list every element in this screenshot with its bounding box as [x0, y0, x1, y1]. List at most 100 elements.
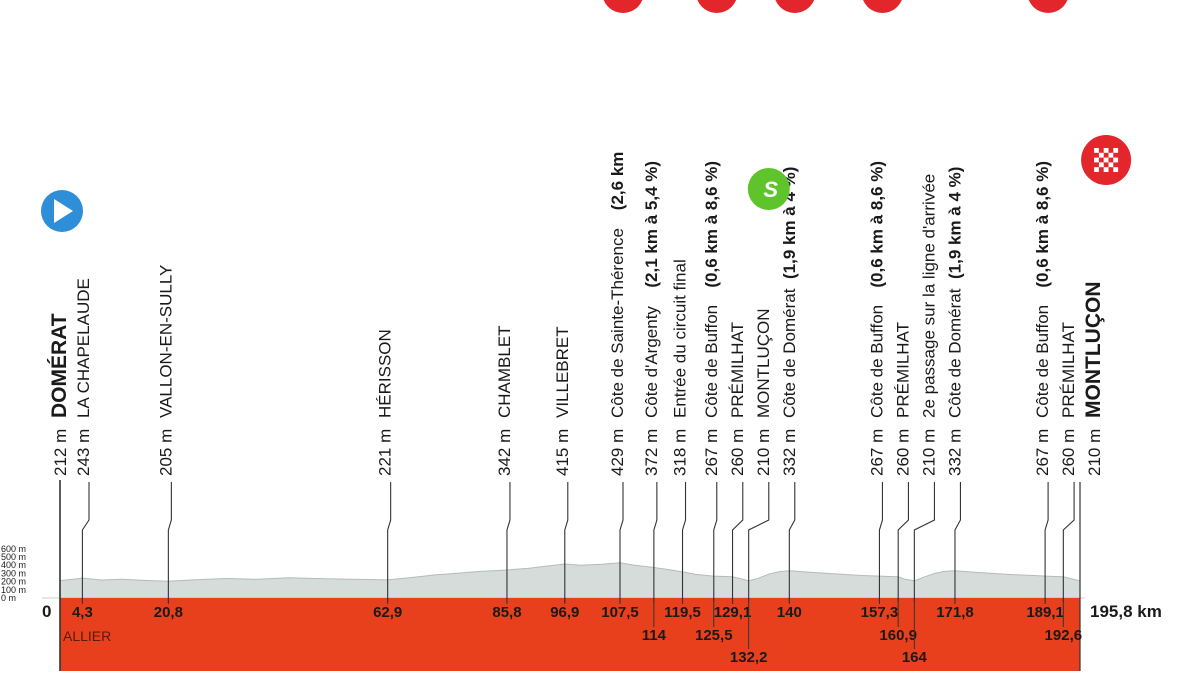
waypoint-name: Côte de Buffon: [1033, 305, 1052, 418]
checker-square: [1113, 148, 1119, 153]
climb-detail: (2,1 km à 5,4 %): [642, 161, 661, 288]
waypoint-name: Côte de Domérat: [945, 288, 964, 418]
waypoint-altitude: 205 m: [156, 429, 175, 476]
waypoint-label-group: 342 m CHAMBLET: [495, 325, 514, 476]
waypoint-altitude: 221 m: [376, 429, 395, 476]
waypoint-name: PRÉMILHAT: [728, 322, 747, 418]
waypoint-label-group: 415 m VILLEBRET: [553, 326, 572, 476]
sprint-glyph: S: [763, 177, 778, 202]
altitude-tick-label: 500 m: [1, 552, 26, 562]
checker-square: [1113, 157, 1119, 163]
climb-icon: [603, 0, 643, 13]
waypoint-km-label: 125,5: [695, 627, 733, 644]
waypoint-label-group: 260 m PRÉMILHAT: [893, 322, 912, 476]
waypoint-km-label: 20,8: [154, 604, 183, 621]
waypoint-km-label: 189,1: [1026, 604, 1064, 621]
waypoint-label-group: 260 m PRÉMILHAT: [728, 322, 747, 476]
department-label: ALLIER: [63, 628, 111, 644]
waypoint-altitude: 267 m: [702, 429, 721, 476]
waypoint-km-label: 114: [642, 627, 667, 644]
waypoint-label-group: 332 m Côte de Domérat (1,9 km à 4 %): [945, 167, 964, 476]
altitude-tick-label: 600 m: [1, 544, 26, 554]
waypoint-leader: [913, 482, 935, 602]
altitude-tick-label: 0 m: [1, 593, 16, 603]
climb-detail: (0,6 km à 8,6 %): [702, 161, 721, 288]
elevation-profile: [59, 562, 1081, 599]
waypoint-altitude: 210 m: [1085, 429, 1104, 476]
climb-detail: (0,6 km à 8,6 %): [1033, 161, 1052, 288]
checker-square: [1103, 148, 1109, 153]
checker-square: [1103, 157, 1109, 163]
altitude-tick-label: 400 m: [1, 560, 26, 570]
waypoint-altitude: 210 m: [919, 429, 938, 476]
climb-detail: (2,6 km: [608, 152, 627, 211]
waypoint-km-label: 171,8: [936, 604, 974, 621]
waypoint-name: HÉRISSON: [376, 329, 395, 418]
waypoint-leader: [506, 482, 511, 602]
waypoint-label-group: 210 m MONTLUÇON: [1082, 282, 1105, 476]
waypoint-leader: [619, 482, 624, 602]
waypoint-leader: [954, 482, 961, 602]
waypoint-label-group: 318 m Entrée du circuit final: [671, 259, 690, 476]
waypoint-name: Côte d'Argenty: [642, 306, 661, 418]
distance-origin-label: 0: [42, 602, 51, 621]
waypoint-label-group: 372 m Côte d'Argenty (2,1 km à 5,4 %): [642, 161, 661, 476]
waypoint-altitude: 429 m: [608, 429, 627, 476]
altitude-tick-label: 200 m: [1, 577, 26, 587]
waypoint-leader: [1062, 482, 1075, 602]
waypoint-label-group: 221 m HÉRISSON: [376, 329, 395, 476]
waypoint-label-group: 210 m 2e passage sur la ligne d'arrivée: [919, 174, 938, 476]
climb-icon: [863, 0, 902, 13]
waypoint-leader: [713, 482, 718, 602]
waypoint-label-group: 205 m VALLON-EN-SULLY: [156, 265, 175, 476]
waypoint-leader: [788, 482, 796, 602]
waypoint-altitude: 260 m: [893, 429, 912, 476]
climb-icon: [1028, 0, 1068, 13]
waypoint-label-group: 267 m Côte de Buffon (0,6 km à 8,6 %): [867, 161, 886, 476]
waypoint-altitude: 318 m: [671, 429, 690, 476]
waypoint-name: VILLEBRET: [553, 326, 572, 418]
checker-square: [1094, 148, 1099, 153]
waypoint-altitude: 260 m: [728, 429, 747, 476]
waypoint-leader: [731, 482, 744, 602]
checker-square: [1108, 162, 1114, 168]
waypoint-name: Côte de Domérat: [780, 288, 799, 418]
waypoint-altitude: 415 m: [553, 429, 572, 476]
checker-square: [1103, 167, 1109, 172]
waypoint-leader: [878, 482, 883, 602]
waypoint-name: Côte de Sainte-Thérence: [608, 228, 627, 418]
leader-lines: [81, 482, 1075, 602]
waypoint-name: MONTLUÇON: [1082, 282, 1105, 418]
waypoint-km-label: 107,5: [601, 604, 639, 621]
waypoint-altitude: 342 m: [495, 429, 514, 476]
markers: S: [41, 0, 1132, 232]
waypoint-leader: [748, 482, 770, 602]
waypoint-label-group: 267 m Côte de Buffon (0,6 km à 8,6 %): [702, 161, 721, 476]
waypoint-altitude: 372 m: [642, 429, 661, 476]
waypoint-altitude: 332 m: [780, 429, 799, 476]
waypoint-altitude: 267 m: [1033, 429, 1052, 476]
waypoint-km-label: 129,1: [714, 604, 752, 621]
waypoint-altitude: 260 m: [1059, 429, 1078, 476]
waypoint-km-label: 192,6: [1045, 627, 1083, 644]
total-distance-label: 195,8 km: [1090, 602, 1162, 621]
waypoint-name: 2e passage sur la ligne d'arrivée: [919, 174, 938, 418]
waypoint-leader: [681, 482, 687, 602]
altitude-tick-label: 300 m: [1, 568, 26, 578]
waypoint-name: PRÉMILHAT: [893, 322, 912, 418]
waypoint-altitude: 332 m: [945, 429, 964, 476]
checker-square: [1098, 162, 1104, 168]
waypoint-leader: [897, 482, 909, 602]
waypoint-km-label: 62,9: [373, 604, 402, 621]
checker-square: [1108, 152, 1114, 158]
waypoint-km-label: 119,5: [664, 604, 701, 621]
waypoint-label-group: 267 m Côte de Buffon (0,6 km à 8,6 %): [1033, 161, 1052, 476]
waypoint-km-label: 85,8: [492, 604, 521, 621]
waypoint-km-label: 140: [777, 604, 802, 621]
waypoint-name: LA CHAPELAUDE: [74, 278, 93, 418]
waypoint-leader: [564, 482, 569, 602]
waypoint-label-group: 210 m MONTLUÇON: [754, 308, 773, 476]
waypoint-name: PRÉMILHAT: [1059, 322, 1078, 418]
waypoint-altitude: 243 m: [74, 429, 93, 476]
